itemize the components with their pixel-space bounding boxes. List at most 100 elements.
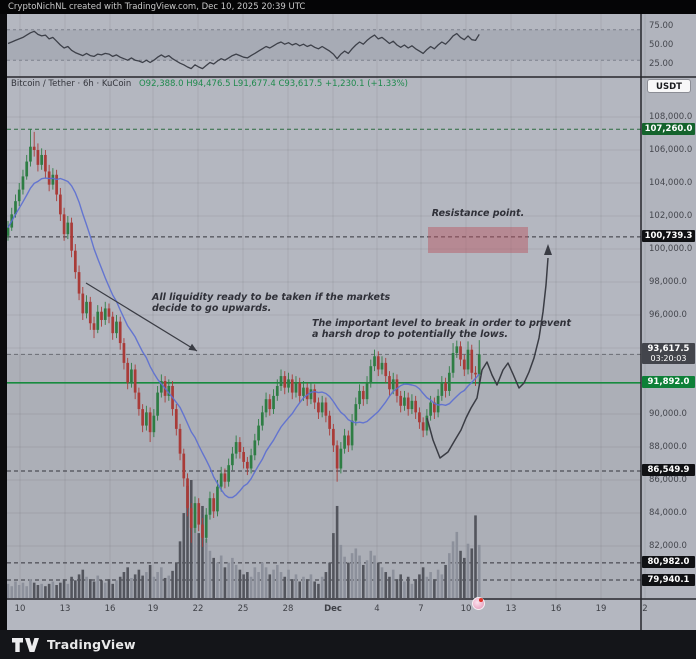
price-axis-tick: 104,000.0 <box>649 178 693 188</box>
tradingview-logo-icon[interactable] <box>11 636 39 654</box>
price-axis-tick: 100,000.0 <box>649 244 693 254</box>
volume-bar <box>305 579 309 598</box>
volume-bar <box>32 582 36 598</box>
candle-body <box>73 250 77 273</box>
volume-bar <box>261 562 264 598</box>
price-level-badge[interactable]: 91,892.0 <box>642 376 695 389</box>
candle-body <box>268 399 272 410</box>
candle-body <box>174 409 178 429</box>
symbol-title[interactable]: Bitcoin / Tether · 6h · KuCoin <box>11 79 132 89</box>
volume-bar <box>81 569 85 598</box>
volume-bar <box>234 564 238 598</box>
candle-body <box>66 222 70 235</box>
candle-body <box>287 379 290 388</box>
candle-body <box>451 352 455 373</box>
last-price-countdown-badge[interactable]: 93,617.5 03:20:03 <box>642 343 695 365</box>
volume-bar <box>66 583 70 598</box>
candle-body <box>197 503 201 525</box>
volume-bar <box>227 562 230 598</box>
candle-body <box>167 385 171 396</box>
volume-bar <box>287 569 290 598</box>
volume-bar <box>242 574 245 598</box>
price-level-badge[interactable]: 107,260.0 <box>642 122 695 135</box>
candle-body <box>369 366 373 383</box>
symbol-legend[interactable]: Bitcoin / Tether · 6h · KuCoin O92,388.0… <box>11 79 408 89</box>
volume-bar <box>459 550 462 598</box>
candle-body <box>77 272 81 294</box>
price-axis-tick: 98,000.0 <box>649 277 687 288</box>
candle-body <box>459 346 462 360</box>
candle-body <box>358 390 361 405</box>
candle-body <box>92 323 96 330</box>
emoji-sticker-icon[interactable] <box>472 597 485 610</box>
volume-bar <box>77 574 81 598</box>
candle-body <box>88 301 92 324</box>
time-axis-label: 10 <box>460 604 472 614</box>
time-axis[interactable]: 10 13 16 19 22 25 28 Dec 4 7 10 13 16 19 2 <box>0 600 696 630</box>
candle-body <box>14 201 17 215</box>
candle-body <box>40 154 44 165</box>
volume-bar <box>193 524 197 598</box>
candle-body <box>62 214 66 235</box>
candle-body <box>406 397 410 410</box>
candle-body <box>313 389 317 403</box>
rsi-axis-tick: 75.00 <box>649 21 674 31</box>
volume-bar <box>216 562 219 598</box>
candle-body <box>152 415 156 433</box>
candle-body <box>302 387 305 396</box>
trend-line[interactable] <box>85 282 198 352</box>
volume-bar <box>246 572 249 598</box>
candle-body <box>242 451 245 462</box>
volume-bar <box>272 569 275 598</box>
projection-path[interactable] <box>426 257 549 459</box>
price-level-badge[interactable]: 100,739.3 <box>642 230 695 243</box>
volume-bar <box>163 577 167 598</box>
tradingview-brand-text[interactable]: TradingView <box>47 637 136 652</box>
volume-bar <box>332 533 335 598</box>
candle-body <box>275 385 279 396</box>
volume-bar <box>294 574 298 598</box>
candle-body <box>137 392 141 410</box>
volume-bar <box>182 513 186 598</box>
volume-bar <box>249 576 253 598</box>
candle-body <box>186 478 189 509</box>
volume-bar <box>70 576 73 598</box>
currency-toggle-button[interactable]: USDT <box>647 79 691 93</box>
candle-body <box>399 395 403 406</box>
candle-body <box>182 453 186 479</box>
candle-body <box>145 412 148 426</box>
price-axis[interactable]: 75.00 50.00 25.00 108,000.0 106,000.0 104,000… <box>641 14 696 630</box>
candle-body <box>141 409 144 426</box>
candle-body <box>474 372 477 375</box>
volume-bar <box>347 562 350 598</box>
volume-bar <box>466 543 470 598</box>
candle-body <box>115 321 118 334</box>
time-axis-label: 28 <box>282 604 294 614</box>
price-level-badge[interactable]: 79,940.1 <box>642 573 695 586</box>
volume-bar <box>178 541 182 598</box>
candle-body <box>309 389 313 400</box>
volume-bar <box>212 557 215 598</box>
volume-bar <box>257 572 260 598</box>
volume-bar <box>10 586 14 598</box>
volume-bar <box>115 580 118 598</box>
candle-body <box>6 227 10 236</box>
footer-bar: TradingView <box>0 630 696 659</box>
rsi-line <box>7 30 480 70</box>
candle-body <box>447 372 451 391</box>
volume-bar <box>186 485 189 598</box>
price-level-badge[interactable]: 80,982.0 <box>642 556 695 569</box>
candle-body <box>126 362 130 383</box>
volume-bar <box>44 586 47 598</box>
price-axis-tick: 90,000.0 <box>649 409 687 420</box>
volume-bar <box>133 574 137 598</box>
volume-bar <box>275 564 279 598</box>
resistance-zone-box[interactable] <box>428 227 528 253</box>
candle-body <box>201 524 204 538</box>
volume-bar <box>395 579 399 598</box>
candle-body <box>189 508 193 528</box>
price-level-badge[interactable]: 86,549.9 <box>642 464 695 477</box>
candle-body <box>384 362 388 377</box>
candle-body <box>264 399 268 413</box>
